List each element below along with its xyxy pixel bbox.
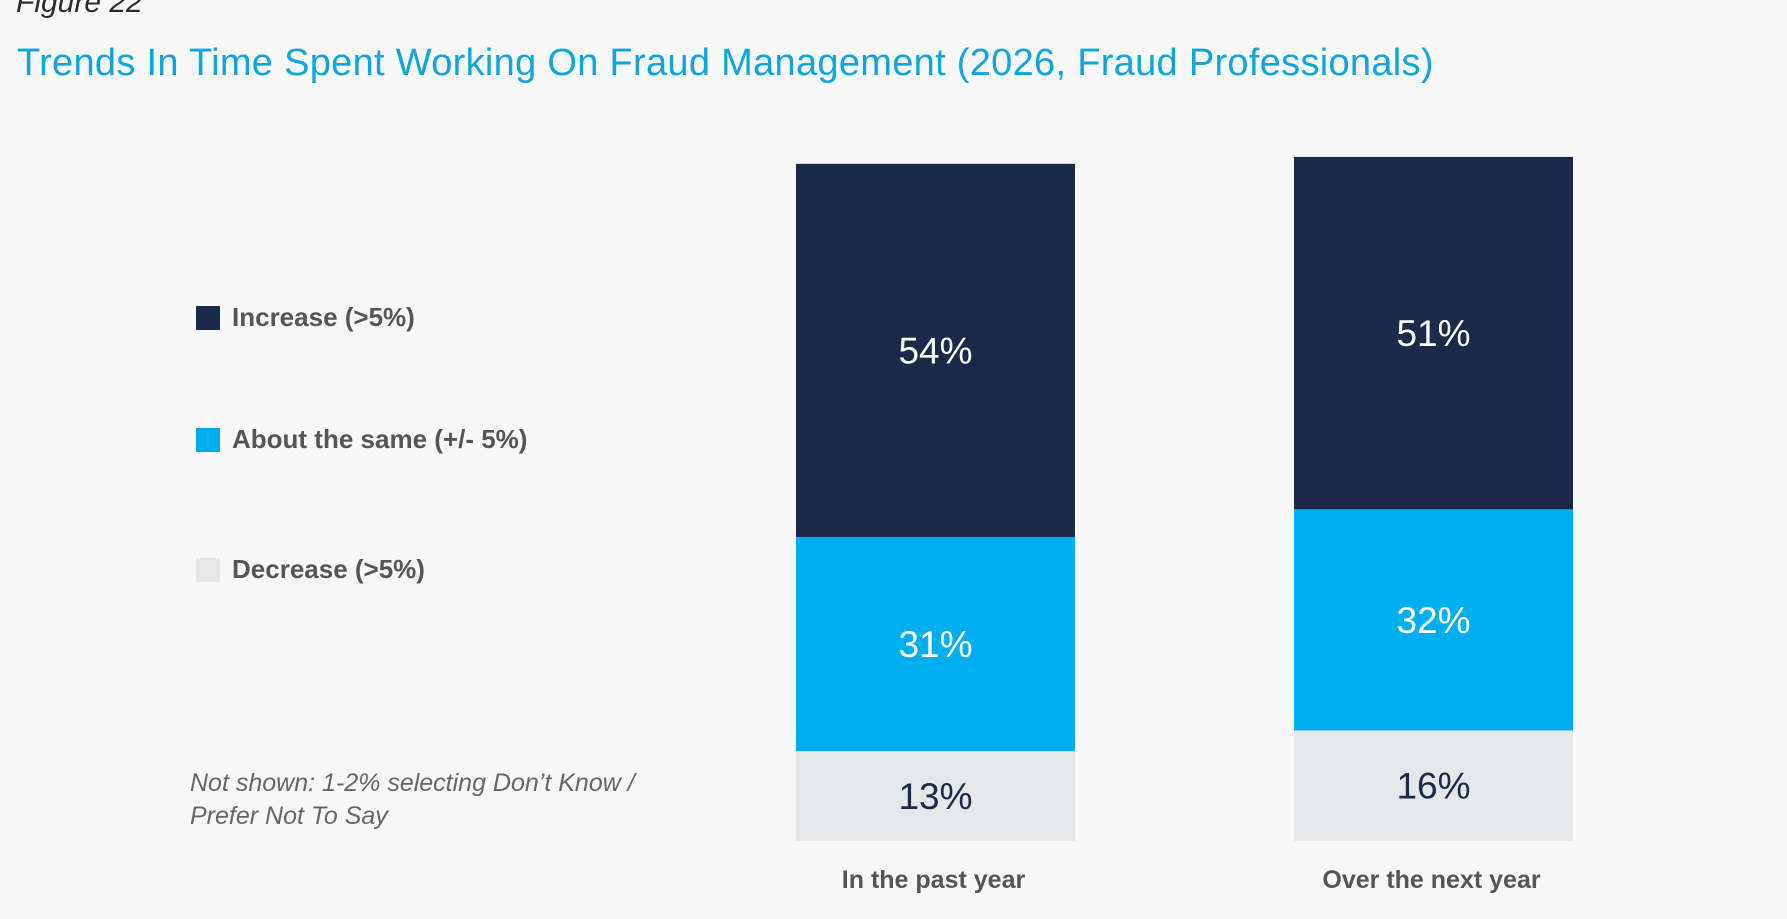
legend-item-same: About the same (+/- 5%)	[196, 424, 527, 455]
data-label-decrease-2: 16%	[1396, 766, 1470, 807]
legend-label-increase: Increase (>5%)	[232, 302, 415, 332]
footnote: Not shown: 1-2% selecting Don’t Know / P…	[190, 769, 635, 830]
bar-segment-increase-2	[1294, 156, 1573, 510]
data-label-same-1: 31%	[898, 624, 972, 665]
category-label-1: In the past year	[842, 866, 1026, 894]
legend-label-decrease: Decrease (>5%)	[232, 554, 425, 584]
legend-swatch-increase	[196, 305, 220, 330]
bar-segment-same-2	[1294, 509, 1573, 731]
bar-segment-same-1	[796, 536, 1075, 752]
legend-item-increase: Increase (>5%)	[196, 302, 415, 333]
data-label-increase-2: 51%	[1396, 313, 1470, 354]
bar-segment-decrease-1	[796, 751, 1075, 841]
bar-segment-increase-1	[796, 163, 1075, 537]
category-label-2: Over the next year	[1322, 866, 1540, 894]
legend-label-same: About the same (+/- 5%)	[232, 424, 528, 454]
data-label-decrease-1: 13%	[898, 776, 972, 817]
data-label-increase-1: 54%	[898, 330, 972, 371]
legend-swatch-same	[196, 427, 220, 452]
figure-label: Figure 22	[16, 0, 143, 19]
bar-segment-decrease-2	[1294, 730, 1573, 841]
chart-title: Trends In Time Spent Working On Fraud Ma…	[17, 42, 1434, 84]
legend-swatch-decrease	[196, 557, 220, 582]
data-label-same-2: 32%	[1396, 600, 1470, 641]
legend-item-decrease: Decrease (>5%)	[196, 554, 425, 585]
